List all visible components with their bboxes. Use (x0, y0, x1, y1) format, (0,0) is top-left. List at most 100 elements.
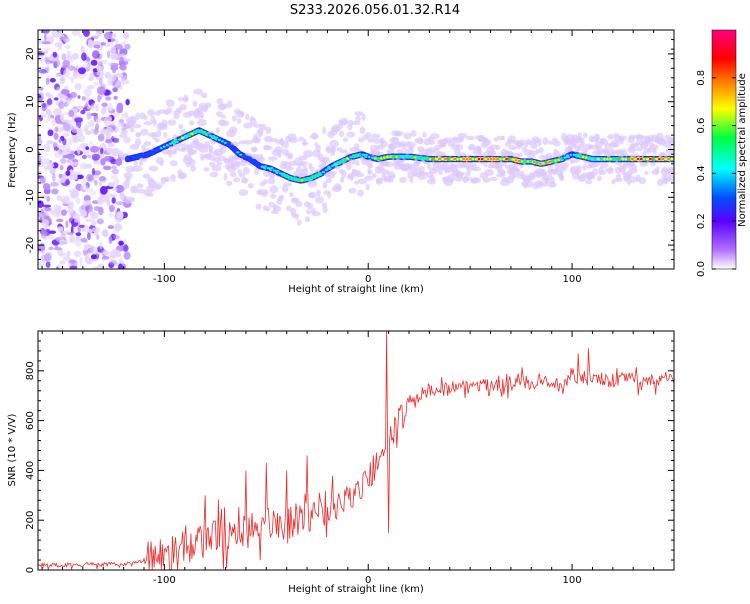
spectrogram-noise-blob (71, 30, 81, 36)
spectrogram-band-core (227, 143, 231, 146)
spectrogram-noise-blob (94, 230, 98, 237)
spectrogram-noise-blob (57, 145, 65, 149)
spectrogram-halo-blob (598, 170, 607, 176)
spectrogram-halo-blob (243, 139, 253, 145)
spectrogram-noise-blob (77, 135, 86, 143)
spectrogram-halo-blob (455, 144, 464, 151)
spectrogram-halo-blob (241, 178, 249, 184)
spectrogram-noise-blob (45, 59, 51, 65)
spectrogram-noise-blob (69, 265, 78, 269)
spectrogram-noise-blob (39, 217, 43, 224)
spectrogram-noise-blob (102, 165, 112, 170)
spectrogram-noise-blob (108, 236, 113, 244)
spectrogram-noise-blob (42, 30, 50, 34)
spectrogram-xtick-label: 0 (365, 274, 371, 285)
spectrogram-halo-blob (630, 168, 638, 174)
spectrogram-halo-blob (226, 180, 233, 186)
spectrogram-halo-blob (554, 161, 563, 167)
spectrogram-halo-blob (143, 115, 148, 121)
spectrogram-noise-blob (86, 106, 95, 110)
spectrogram-noise-blob (70, 225, 74, 234)
spectrogram-halo-blob (364, 175, 374, 181)
spectrogram-halo-blob (161, 119, 168, 127)
spectrogram-noise-blob (118, 258, 124, 263)
spectrogram-noise-blob (72, 52, 79, 60)
spectrogram-halo-blob (580, 141, 585, 146)
spectrogram-halo-blob (282, 182, 293, 187)
spectrogram-halo-blob (133, 124, 142, 129)
spectrogram-halo-blob (524, 143, 529, 148)
spectrogram-halo-blob (518, 139, 525, 147)
spectrogram-halo-blob (182, 97, 189, 102)
spectrogram-noise-blob (97, 94, 101, 103)
spectrogram-halo-blob (596, 175, 602, 182)
spectrogram-halo-blob (517, 152, 523, 157)
spectrogram-noise-blob (120, 77, 125, 86)
spectrogram-halo-blob (199, 112, 205, 119)
spectrogram-halo-blob (165, 99, 175, 107)
spectrogram-noise-blob (123, 238, 128, 246)
spectrogram-noise-blob (96, 86, 106, 95)
spectrogram-band-core (223, 141, 228, 144)
spectrogram-halo-blob (307, 179, 318, 188)
spectrogram-band-core (233, 148, 237, 151)
spectrogram-halo-blob (148, 165, 159, 172)
colorbar-label: Normalized spectral amplitude (737, 73, 748, 227)
spectrogram-band-core (162, 145, 166, 148)
spectrogram-band-core (211, 136, 215, 139)
spectrogram-noise-blob (94, 160, 101, 165)
spectrogram-halo-blob (644, 170, 649, 176)
spectrogram-halo-blob (163, 132, 168, 138)
spectrogram-halo-blob (310, 166, 315, 172)
spectrogram-noise-blob (83, 244, 93, 249)
spectrogram-halo-blob (140, 128, 149, 136)
spectrogram-noise-blob (100, 128, 107, 135)
spectrogram-halo-blob (190, 164, 196, 172)
spectrogram-halo-blob (133, 159, 138, 167)
spectrogram-halo-blob (209, 171, 219, 178)
spectrogram-halo-blob (348, 119, 354, 127)
spectrogram-noise-blob (104, 31, 113, 40)
spectrogram-noise-blob (123, 244, 129, 253)
spectrogram-noise-blob (109, 62, 119, 67)
spectrogram-halo-blob (239, 111, 245, 118)
spectrogram-noise-blob (43, 32, 47, 42)
spectrogram-noise-blob (49, 230, 56, 234)
spectrogram-noise-blob (91, 227, 101, 233)
spectrogram-halo-blob (552, 150, 561, 158)
spectrogram-halo-blob (254, 167, 260, 176)
spectrogram-noise-blob (44, 252, 51, 262)
spectrogram-noise-blob (111, 187, 118, 192)
spectrogram-halo-blob (229, 126, 238, 134)
spectrogram-noise-blob (80, 237, 88, 243)
spectrogram-halo-blob (155, 182, 163, 190)
spectrogram-noise-blob (122, 72, 127, 77)
spectrogram-noise-blob (67, 97, 76, 102)
spectrogram-halo-blob (638, 177, 647, 185)
spectrogram-noise-blob (83, 124, 90, 130)
spectrogram-noise-blob (83, 88, 92, 97)
spectrogram-noise-blob (49, 209, 55, 215)
spectrogram-noise-blob (66, 250, 71, 258)
spectrogram-noise-blob (68, 110, 75, 118)
spectrogram-halo-blob (216, 161, 223, 166)
spectrogram-band-core (184, 135, 188, 138)
spectrogram-halo-blob (233, 177, 241, 183)
colorbar-tick-label: 0.4 (696, 165, 707, 181)
spectrogram-noise-blob (115, 201, 125, 206)
spectrogram-noise-blob (119, 118, 125, 124)
spectrogram-noise-blob (108, 212, 113, 218)
spectrogram-noise-blob (96, 218, 104, 225)
spectrogram-noise-blob (82, 177, 87, 187)
spectrogram-halo-blob (152, 119, 158, 127)
spectrogram-noise-blob (88, 141, 94, 148)
spectrogram-halo-blob (164, 176, 170, 183)
spectrogram-halo-blob (132, 165, 143, 172)
spectrogram-noise-blob (50, 181, 59, 187)
spectrogram-noise-blob (108, 143, 115, 148)
spectrogram-halo-blob (484, 169, 494, 176)
spectrogram-halo-blob (582, 164, 588, 171)
spectrogram-halo-blob (550, 176, 555, 184)
spectrogram-noise-blob (62, 138, 67, 146)
